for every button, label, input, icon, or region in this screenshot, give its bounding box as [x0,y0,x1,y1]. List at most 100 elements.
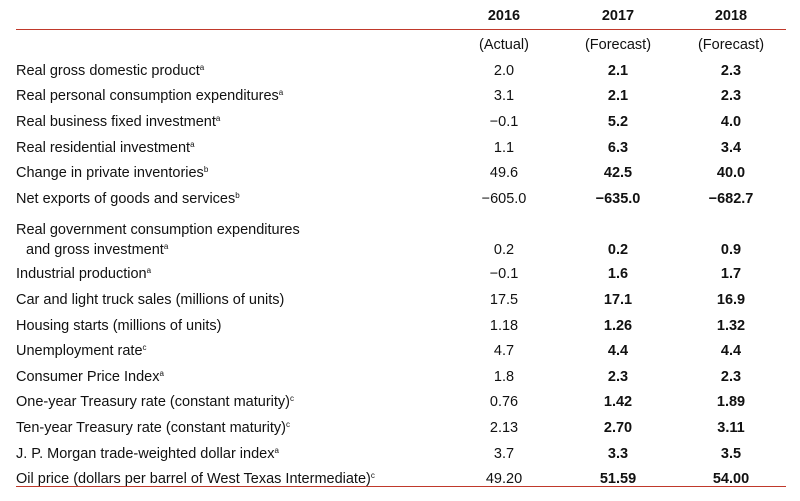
row-label: Real gross domestic producta [16,58,448,84]
value-2017: 5.2 [607,113,629,130]
row-label: J. P. Morgan trade-weighted dollar index… [16,441,448,467]
value-2017: 2.70 [603,419,633,436]
value-2018: 54.00 [712,471,750,488]
table-row: Real gross domestic producta 2.0 2.1 2.3 [16,58,786,84]
row-label: Car and light truck sales (millions of u… [16,287,448,313]
value-2017: 1.6 [607,266,629,283]
row-label: Real residential investmenta [16,135,448,161]
value-2016: 1.8 [493,368,515,385]
row-label-text: Car and light truck sales (millions of u… [16,291,285,308]
row-label: Oil price (dollars per barrel of West Te… [16,466,448,492]
footnote-marker: a [190,139,195,149]
table-row: Oil price (dollars per barrel of West Te… [16,466,786,492]
row-label: Unemployment ratec [16,338,448,364]
table-row: Real residential investmenta 1.1 6.3 3.4 [16,135,786,161]
value-2016: 3.7 [493,445,515,462]
table-row: Real personal consumption expendituresa 3… [16,84,786,110]
footnote-marker: a [146,266,152,276]
row-label-text: Real gross domestic product [16,62,200,79]
value-2017: 3.3 [607,445,629,462]
row-label: Net exports of goods and servicesb [16,186,448,212]
value-2016: 0.2 [493,241,515,258]
value-2018: 3.5 [720,445,742,462]
footnote-marker: b [203,165,209,175]
row-label-text: Net exports of goods and services [16,190,236,207]
value-2018: 40.0 [716,165,746,182]
row-label: Housing starts (millions of units) [16,313,448,339]
row-label: Consumer Price Indexa [16,364,448,390]
footnote-marker: a [159,368,164,378]
value-2017: 2.1 [607,62,629,79]
table-row: Consumer Price Indexa 1.8 2.3 2.3 [16,364,786,390]
table-row: Ten-year Treasury rate (constant maturit… [16,415,786,441]
row-label: Industrial productiona [16,262,448,288]
value-2018: 4.0 [720,113,742,130]
value-2016: 4.7 [493,343,515,360]
value-2017: 2.1 [607,88,629,105]
value-2017: 51.59 [599,471,637,488]
header-blank [16,2,448,30]
value-2016: 17.5 [489,291,519,308]
value-2018: 4.4 [720,343,742,360]
forecast-table: 2016 2017 2018 (Actual) (Forecast) (Fore… [16,2,786,492]
value-2018: 0.9 [720,241,742,258]
value-2017: 1.26 [603,317,633,334]
footnote-marker: a [274,445,279,455]
value-2018: 1.89 [716,394,746,411]
value-2017: 1.42 [603,394,633,411]
bottom-rule [16,486,786,487]
header-year-2017: 2017 [560,2,676,30]
value-2018: 3.4 [720,139,742,156]
row-label: Ten-year Treasury rate (constant maturit… [16,415,448,441]
table-row: Net exports of goods and servicesb −605.0… [16,186,786,212]
value-2016: 0.76 [489,394,519,411]
table-row: Housing starts (millions of units) 1.18 1.… [16,313,786,339]
table-row: Car and light truck sales (millions of u… [16,287,786,313]
row-label-line1: Real government consumption expenditures [16,221,300,238]
table-row: Change in private inventoriesb 49.6 42.5 40… [16,160,786,186]
row-label: One-year Treasury rate (constant maturit… [16,390,448,416]
row-label-text: Real business fixed investment [16,113,216,130]
header-note-2017: (Forecast) [584,37,652,53]
table-body: Real gross domestic producta 2.0 2.1 2.3 Rea… [16,58,786,492]
row-label-text: Consumer Price Index [16,368,160,385]
row-label: Real business fixed investmenta [16,109,448,135]
footnote-marker: a [278,88,284,98]
row-label-line2: and gross investmenta [16,242,448,258]
note-header-row: (Actual) (Forecast) (Forecast) [16,30,786,59]
value-2016: −605.0 [481,190,527,207]
subheader-blank [16,30,448,59]
row-label-text: Change in private inventories [16,165,204,182]
value-2016: 1.1 [493,139,515,156]
value-2018: 3.11 [717,419,745,436]
table-row: One-year Treasury rate (constant maturit… [16,390,786,416]
value-2018: 2.3 [720,62,742,79]
value-2016: 49.20 [485,471,523,488]
footnote-marker: c [370,471,375,481]
row-label-text: Unemployment rate [16,343,143,360]
row-label-text: One-year Treasury rate (constant maturit… [16,394,290,411]
value-2017: 42.5 [603,165,633,182]
value-2018: 2.3 [720,368,742,385]
value-2018: 16.9 [716,291,746,308]
value-2017: 4.4 [607,343,629,360]
header-note-2018: (Forecast) [697,37,765,53]
value-2016: 1.18 [489,317,519,334]
footnote-marker: a [163,241,169,251]
header-note-2016: (Actual) [479,37,529,53]
value-2018: −682.7 [708,190,754,207]
row-label-text: Real residential investment [16,139,191,156]
row-label-text: Ten-year Treasury rate (constant maturit… [16,419,286,436]
value-2018: 1.32 [716,317,746,334]
value-2016: 2.13 [489,419,519,436]
value-2018: 2.3 [720,88,742,105]
footnote-marker: c [290,394,294,404]
header-year-2018: 2018 [676,2,786,30]
row-label-text: and gross investment [26,241,164,258]
row-label-text: Industrial production [16,266,147,283]
value-2016: −0.1 [489,113,519,130]
footnote-marker: a [199,62,205,72]
value-2018: 1.7 [720,266,742,283]
value-2016: −0.1 [489,266,519,283]
